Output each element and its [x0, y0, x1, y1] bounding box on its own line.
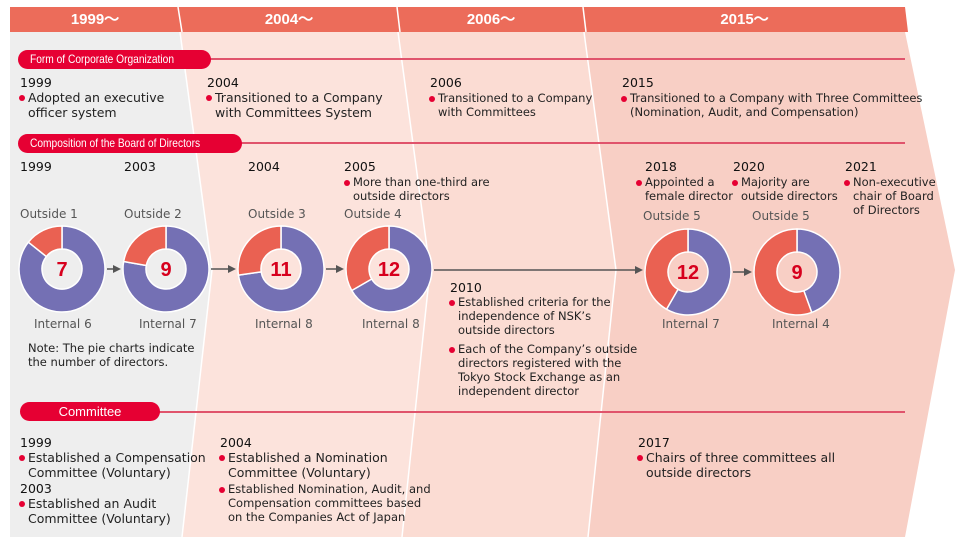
header-divider: [582, 6, 587, 33]
donut-center: [777, 252, 817, 292]
event-year: 2018: [645, 159, 677, 174]
board-composition-charts: 7 9 11 12 12 9: [18, 225, 841, 316]
period-3-band: [398, 32, 616, 537]
period-header-2004: 2004～: [264, 11, 314, 28]
entry-year: 1999: [20, 435, 52, 450]
entry-year: 1999: [20, 75, 52, 90]
internal-count-label: Internal 7: [662, 317, 720, 331]
chart-year: 2003: [124, 159, 156, 174]
entry-text: Established a Nomination Committee (Volu…: [218, 450, 388, 480]
donut-segment-outside: [122, 225, 167, 267]
director-total: 9: [160, 259, 171, 281]
pie-chart-note: Note: The pie charts indicate the number…: [28, 341, 195, 369]
entry-text: Established a Compensation Committee (Vo…: [18, 450, 206, 480]
section-rule: [150, 411, 905, 413]
arrows: [107, 265, 752, 276]
event-text: Each of the Company’s outside directors …: [448, 342, 637, 398]
event-text: Non-executive chair of Board of Director…: [843, 175, 936, 217]
event-text: Established criteria for the independenc…: [448, 295, 611, 337]
event-year: 2021: [845, 159, 877, 174]
entry-text: Adopted an executive officer system: [18, 90, 164, 120]
internal-count-label: Internal 8: [255, 317, 313, 331]
section-pill-board: Composition of the Board of Directors: [18, 134, 243, 153]
entry-text: Transitioned to a Company with Three Com…: [620, 91, 922, 119]
entry-year: 2004: [220, 435, 252, 450]
donut-segment-outside: [237, 225, 282, 276]
entry-year: 2015: [622, 75, 654, 90]
event-year: 2020: [733, 159, 765, 174]
outside-count-label: Outside 3: [248, 207, 306, 221]
donut-center: [261, 249, 301, 289]
header-bar: [10, 7, 908, 32]
director-total: 7: [56, 259, 67, 281]
outside-count-label: Outside 5: [752, 209, 810, 223]
chart-year: 2004: [248, 159, 280, 174]
donut-segment-internal: [665, 228, 732, 316]
arrow-head-icon: [228, 265, 236, 273]
arrow-head-icon: [113, 265, 121, 273]
period-header-2015: 2015～: [720, 11, 769, 28]
donut-center: [668, 252, 708, 292]
entry-year: 2003: [20, 481, 52, 496]
director-total: 12: [378, 259, 400, 281]
event-year: 2010: [450, 280, 482, 295]
period-header-2006: 2006～: [466, 11, 516, 28]
period-header-1999: 1999～: [70, 11, 120, 28]
director-total: 11: [270, 259, 291, 281]
entry-text: Transitioned to a Company with Committee…: [428, 91, 592, 119]
internal-count-label: Internal 4: [772, 317, 830, 331]
director-total: 9: [791, 262, 802, 284]
internal-count-label: Internal 6: [34, 317, 92, 331]
section-pill-committee: Committee: [20, 402, 160, 421]
chart-year: 1999: [20, 159, 52, 174]
donut-segment-outside: [345, 225, 390, 292]
arrow-head-icon: [635, 266, 643, 274]
donut-center: [42, 249, 82, 289]
arrow-head-icon: [744, 268, 752, 276]
donut-center: [369, 249, 409, 289]
donut-center: [146, 249, 186, 289]
outside-count-label: Outside 5: [643, 209, 701, 223]
director-total: 12: [677, 262, 699, 284]
internal-count-label: Internal 8: [362, 317, 420, 331]
entry-year: 2017: [638, 435, 670, 450]
donut-segment-internal: [796, 228, 841, 314]
event-text: More than one-third are outside director…: [343, 175, 490, 203]
event-year: 2005: [344, 159, 376, 174]
section-rule: [150, 58, 905, 60]
donut-segment-outside: [644, 228, 689, 311]
header-divider: [177, 6, 183, 33]
entry-year: 2006: [430, 75, 462, 90]
entry-year: 2004: [207, 75, 239, 90]
donut-segment-internal: [18, 225, 106, 313]
event-text: Majority are outside directors: [731, 175, 838, 203]
outside-count-label: Outside 4: [344, 207, 402, 221]
outside-count-label: Outside 1: [20, 207, 78, 221]
donut-segment-internal: [350, 225, 433, 313]
donut-segment-outside: [753, 228, 813, 316]
internal-count-label: Internal 7: [139, 317, 197, 331]
donut-segment-internal: [237, 225, 325, 313]
donut-segment-internal: [122, 225, 210, 313]
entry-text: Established an Audit Committee (Voluntar…: [18, 496, 171, 526]
entry-text: Established Nomination, Audit, and Compe…: [218, 482, 431, 524]
donut-segment-outside: [27, 225, 63, 258]
outside-count-label: Outside 2: [124, 207, 182, 221]
section-rule: [150, 142, 905, 144]
header-divider: [396, 6, 401, 33]
entry-text: Transitioned to a Company with Committee…: [205, 90, 383, 120]
arrow-head-icon: [336, 265, 344, 273]
section-pill-corporate: Form of Corporate Organization: [18, 50, 212, 69]
event-text: Appointed a female director: [635, 175, 733, 203]
period-divider: [179, 31, 213, 538]
entry-text: Chairs of three committees all outside d…: [636, 450, 835, 480]
